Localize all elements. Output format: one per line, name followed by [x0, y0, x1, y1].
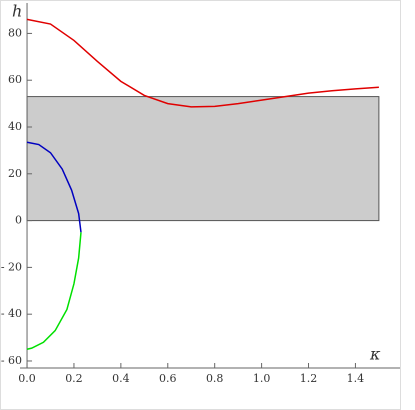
x-axis-label: κ [369, 345, 381, 364]
y-tick-label: 60 [8, 73, 22, 86]
y-tick-label: 20 [8, 167, 22, 180]
curve [26, 18, 379, 108]
y-tick-label: 0 [15, 214, 22, 227]
y-axis-label: h [12, 2, 22, 21]
x-tick-label: 0.6 [159, 372, 177, 385]
x-tick-label: 0.2 [65, 372, 83, 385]
band [26, 96, 380, 222]
y-tick-label: - 40 [1, 307, 22, 320]
x-tick-label: 0.4 [112, 372, 130, 385]
y-tick-label: 80 [8, 26, 22, 39]
x-tick-label: 1.2 [300, 372, 318, 385]
y-tick-label: 40 [8, 120, 22, 133]
y-tick-label: - 60 [1, 354, 22, 367]
x-tick-label: 1.0 [253, 372, 271, 385]
x-tick-label: 0.0 [18, 372, 36, 385]
curve [26, 141, 82, 233]
curve [26, 232, 82, 351]
x-tick-label: 0.8 [206, 372, 224, 385]
y-tick-label: - 20 [1, 260, 22, 273]
x-tick-label: 1.4 [347, 372, 365, 385]
